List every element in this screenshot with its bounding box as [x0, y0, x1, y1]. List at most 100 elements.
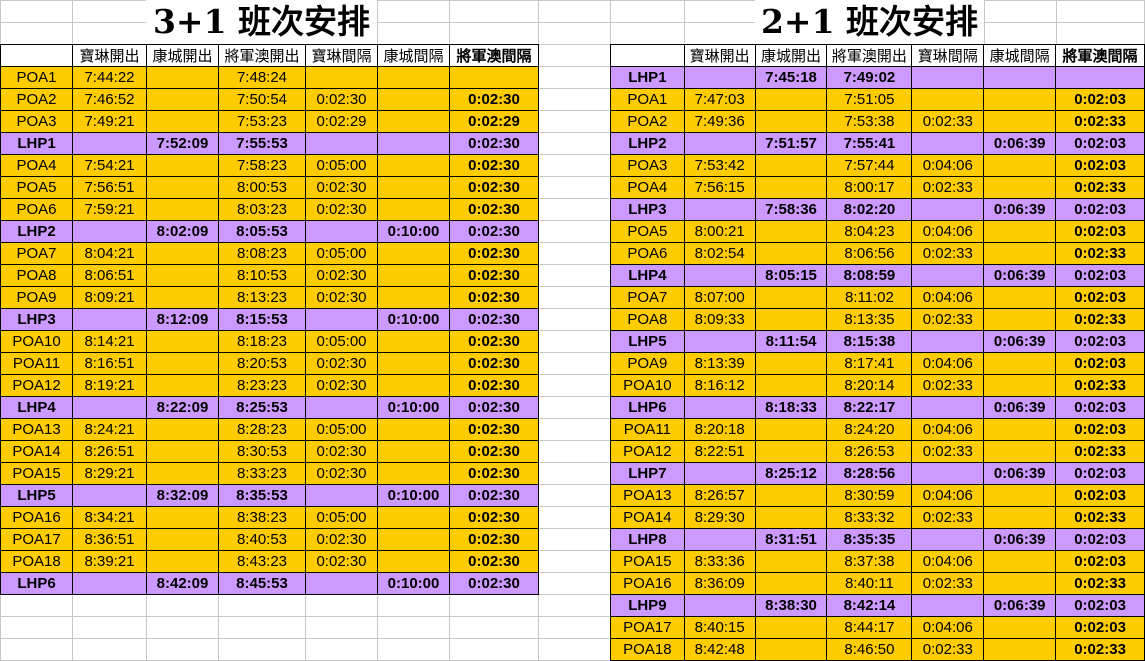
- time-cell[interactable]: 0:05:00: [305, 506, 378, 529]
- time-cell[interactable]: 0:02:03: [1055, 198, 1145, 221]
- time-cell[interactable]: [377, 264, 450, 287]
- time-cell[interactable]: 8:13:23: [218, 286, 306, 309]
- time-cell[interactable]: 8:08:23: [218, 242, 306, 265]
- time-cell[interactable]: 8:38:23: [218, 506, 306, 529]
- time-cell[interactable]: 0:05:00: [305, 418, 378, 441]
- time-cell[interactable]: 8:29:30: [683, 506, 756, 529]
- time-cell[interactable]: [146, 440, 219, 463]
- time-cell[interactable]: [146, 528, 219, 551]
- time-cell[interactable]: 0:02:30: [449, 374, 539, 397]
- trip-id-cell[interactable]: POA13: [610, 484, 685, 507]
- time-cell[interactable]: [377, 550, 450, 573]
- time-cell[interactable]: 8:39:21: [72, 550, 147, 573]
- time-cell[interactable]: [146, 506, 219, 529]
- time-cell[interactable]: [683, 66, 756, 89]
- column-header[interactable]: [610, 44, 685, 67]
- time-cell[interactable]: 8:09:33: [683, 308, 756, 331]
- time-cell[interactable]: 0:02:03: [1055, 528, 1145, 551]
- time-cell[interactable]: 8:25:53: [218, 396, 306, 419]
- trip-id-cell[interactable]: POA1: [0, 66, 73, 89]
- time-cell[interactable]: [146, 242, 219, 265]
- time-cell[interactable]: 0:02:30: [449, 484, 539, 507]
- trip-id-cell[interactable]: POA12: [610, 440, 685, 463]
- time-cell[interactable]: [911, 264, 985, 287]
- time-cell[interactable]: [377, 374, 450, 397]
- time-cell[interactable]: [754, 220, 828, 243]
- time-cell[interactable]: [72, 572, 147, 595]
- time-cell[interactable]: [377, 132, 450, 155]
- time-cell[interactable]: 8:20:14: [826, 374, 913, 397]
- trip-id-cell[interactable]: POA8: [0, 264, 73, 287]
- time-cell[interactable]: 7:46:52: [72, 88, 147, 111]
- trip-id-cell[interactable]: POA9: [610, 352, 685, 375]
- time-cell[interactable]: 8:18:33: [754, 396, 828, 419]
- time-cell[interactable]: 8:22:09: [146, 396, 219, 419]
- time-cell[interactable]: 0:02:03: [1055, 330, 1145, 353]
- time-cell[interactable]: [683, 462, 756, 485]
- time-cell[interactable]: [683, 264, 756, 287]
- time-cell[interactable]: [754, 418, 828, 441]
- time-cell[interactable]: 7:56:51: [72, 176, 147, 199]
- time-cell[interactable]: 0:02:30: [449, 176, 539, 199]
- time-cell[interactable]: [911, 528, 985, 551]
- time-cell[interactable]: 0:02:33: [911, 242, 985, 265]
- time-cell[interactable]: 0:02:03: [1055, 550, 1145, 573]
- time-cell[interactable]: 0:02:30: [305, 352, 378, 375]
- time-cell[interactable]: [983, 550, 1057, 573]
- time-cell[interactable]: 0:02:30: [449, 572, 539, 595]
- time-cell[interactable]: [683, 528, 756, 551]
- column-header[interactable]: 康城開出: [754, 44, 828, 67]
- time-cell[interactable]: [983, 616, 1057, 639]
- time-cell[interactable]: 0:06:39: [983, 198, 1057, 221]
- trip-id-cell[interactable]: LHP6: [0, 572, 73, 595]
- time-cell[interactable]: [377, 352, 450, 375]
- time-cell[interactable]: 8:28:23: [218, 418, 306, 441]
- time-cell[interactable]: 8:44:17: [826, 616, 913, 639]
- time-cell[interactable]: [72, 132, 147, 155]
- time-cell[interactable]: 8:09:21: [72, 286, 147, 309]
- trip-id-cell[interactable]: POA11: [610, 418, 685, 441]
- time-cell[interactable]: 0:02:03: [1055, 418, 1145, 441]
- time-cell[interactable]: [146, 88, 219, 111]
- time-cell[interactable]: [377, 176, 450, 199]
- time-cell[interactable]: 0:02:30: [305, 88, 378, 111]
- column-header[interactable]: 寶琳開出: [683, 44, 756, 67]
- time-cell[interactable]: [305, 572, 378, 595]
- time-cell[interactable]: 8:12:09: [146, 308, 219, 331]
- time-cell[interactable]: [983, 638, 1057, 661]
- time-cell[interactable]: 7:50:54: [218, 88, 306, 111]
- time-cell[interactable]: 0:02:30: [305, 374, 378, 397]
- time-cell[interactable]: [983, 286, 1057, 309]
- trip-id-cell[interactable]: POA14: [610, 506, 685, 529]
- time-cell[interactable]: [754, 638, 828, 661]
- time-cell[interactable]: 7:58:23: [218, 154, 306, 177]
- time-cell[interactable]: [305, 396, 378, 419]
- time-cell[interactable]: 8:42:14: [826, 594, 913, 617]
- time-cell[interactable]: [983, 242, 1057, 265]
- time-cell[interactable]: 0:10:00: [377, 484, 450, 507]
- time-cell[interactable]: 0:02:33: [1055, 572, 1145, 595]
- time-cell[interactable]: 8:17:41: [826, 352, 913, 375]
- column-header[interactable]: 康城間隔: [377, 44, 450, 67]
- time-cell[interactable]: [754, 550, 828, 573]
- time-cell[interactable]: 0:02:30: [449, 352, 539, 375]
- time-cell[interactable]: 0:02:30: [305, 528, 378, 551]
- time-cell[interactable]: [754, 374, 828, 397]
- time-cell[interactable]: [377, 528, 450, 551]
- trip-id-cell[interactable]: POA1: [610, 88, 685, 111]
- trip-id-cell[interactable]: LHP9: [610, 594, 685, 617]
- time-cell[interactable]: 0:02:30: [449, 330, 539, 353]
- time-cell[interactable]: [983, 110, 1057, 133]
- time-cell[interactable]: 8:13:39: [683, 352, 756, 375]
- time-cell[interactable]: 7:57:44: [826, 154, 913, 177]
- time-cell[interactable]: 0:02:03: [1055, 484, 1145, 507]
- time-cell[interactable]: [305, 132, 378, 155]
- time-cell[interactable]: [146, 418, 219, 441]
- time-cell[interactable]: [983, 418, 1057, 441]
- time-cell[interactable]: [1055, 66, 1145, 89]
- time-cell[interactable]: [911, 66, 985, 89]
- time-cell[interactable]: [754, 440, 828, 463]
- time-cell[interactable]: [983, 484, 1057, 507]
- time-cell[interactable]: 0:02:30: [449, 440, 539, 463]
- time-cell[interactable]: [754, 242, 828, 265]
